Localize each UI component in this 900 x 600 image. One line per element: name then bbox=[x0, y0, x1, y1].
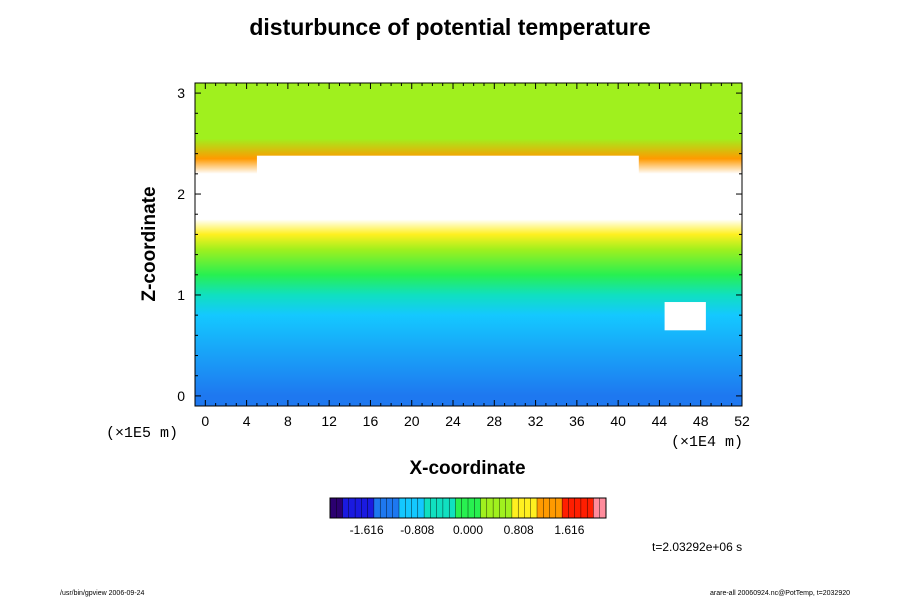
x-axis: 0 4 8 12 16 20 24 28 32 36 40 44 48 52 bbox=[201, 83, 750, 429]
colorbar-segment bbox=[517, 497, 525, 519]
x-tick-label: 24 bbox=[445, 413, 461, 429]
colorbar-segment bbox=[511, 497, 519, 519]
colorbar-segment bbox=[593, 497, 601, 519]
footer-source: arare-all 20060924.nc@PotTemp, t=2032920 bbox=[710, 590, 851, 597]
colorbar-segment bbox=[499, 497, 507, 519]
x-tick-label: 0 bbox=[201, 413, 209, 429]
x-tick-label: 32 bbox=[528, 413, 544, 429]
colorbar-segment bbox=[480, 497, 488, 519]
colorbar-tick-label: 0.000 bbox=[453, 523, 483, 537]
y-tick-label: 0 bbox=[177, 388, 185, 404]
colorbar-segment bbox=[549, 497, 557, 519]
colorbar-segment bbox=[574, 497, 582, 519]
x-tick-label: 12 bbox=[321, 413, 337, 429]
colorbar-segment bbox=[486, 497, 494, 519]
colorbar-segment bbox=[361, 497, 369, 519]
heatmap-field bbox=[195, 83, 742, 406]
colorbar-segment bbox=[336, 497, 344, 519]
x-tick-label: 48 bbox=[693, 413, 709, 429]
colorbar-segment bbox=[329, 497, 337, 519]
colorbar-segment bbox=[455, 497, 463, 519]
colorbar-segment bbox=[586, 497, 594, 519]
saturated-regions bbox=[205, 155, 742, 331]
colorbar-segment bbox=[442, 497, 450, 519]
y-tick-label: 1 bbox=[177, 287, 185, 303]
time-annotation: t=2.03292e+06 s bbox=[652, 540, 743, 554]
colorbar-segment bbox=[467, 497, 475, 519]
colorbar-segment bbox=[367, 497, 375, 519]
colorbar-segment bbox=[530, 497, 538, 519]
colorbar-segment bbox=[354, 497, 362, 519]
colorbar-segment bbox=[423, 497, 431, 519]
x-tick-label: 16 bbox=[363, 413, 379, 429]
colorbar-tick-label: -0.808 bbox=[400, 523, 434, 537]
colorbar-segment bbox=[342, 497, 350, 519]
y-tick-label: 3 bbox=[177, 85, 185, 101]
colorbar-frame bbox=[329, 497, 607, 519]
footer-command: /usr/bin/gpview 2006-09-24 bbox=[60, 590, 145, 597]
y-tick-label: 2 bbox=[177, 186, 185, 202]
x-tick-label: 40 bbox=[610, 413, 626, 429]
x-tick-label: 28 bbox=[487, 413, 503, 429]
heatmap-area bbox=[195, 83, 742, 406]
colorbar-segment bbox=[555, 497, 563, 519]
colorbar-segment bbox=[599, 497, 607, 519]
colorbar-segment bbox=[543, 497, 551, 519]
x-axis-label: X-coordinate bbox=[409, 458, 526, 479]
y-axis: 0 1 2 3 bbox=[177, 85, 742, 404]
colorbar-segment bbox=[386, 497, 394, 519]
x-tick-label: 36 bbox=[569, 413, 585, 429]
colorbar-segment bbox=[568, 497, 576, 519]
colorbar-segment bbox=[580, 497, 588, 519]
saturated-region bbox=[205, 173, 742, 220]
x-tick-label: 20 bbox=[404, 413, 420, 429]
colorbar-segment bbox=[536, 497, 544, 519]
colorbar-segment bbox=[379, 497, 387, 519]
colorbar-segment bbox=[417, 497, 425, 519]
colorbar-segment bbox=[436, 497, 444, 519]
chart-title: disturbunce of potential temperature bbox=[249, 14, 651, 40]
colorbar-segment bbox=[561, 497, 569, 519]
colorbar-segment bbox=[474, 497, 482, 519]
x-tick-label: 52 bbox=[734, 413, 750, 429]
y-axis-label: Z-coordinate bbox=[139, 186, 160, 302]
colorbar: -1.616 -0.808 0.000 0.808 1.616 bbox=[329, 497, 607, 537]
x-tick-label: 44 bbox=[652, 413, 668, 429]
x-tick-label: 4 bbox=[243, 413, 251, 429]
colorbar-segment bbox=[430, 497, 438, 519]
plot-frame bbox=[194, 82, 743, 407]
saturated-region bbox=[256, 155, 639, 174]
colorbar-tick-label: -1.616 bbox=[350, 523, 384, 537]
colorbar-segment bbox=[461, 497, 469, 519]
colorbar-segment bbox=[411, 497, 419, 519]
colorbar-tick-label: 0.808 bbox=[504, 523, 534, 537]
colorbar-segment bbox=[492, 497, 500, 519]
colorbar-segment bbox=[398, 497, 406, 519]
y-scale-label: (×1E5 m) bbox=[106, 425, 179, 442]
colorbar-segment bbox=[405, 497, 413, 519]
colorbar-segment bbox=[392, 497, 400, 519]
colorbar-segment bbox=[524, 497, 532, 519]
x-scale-label: (×1E4 m) bbox=[671, 434, 744, 451]
x-tick-label: 8 bbox=[284, 413, 292, 429]
saturated-region bbox=[664, 302, 706, 331]
colorbar-segment bbox=[505, 497, 513, 519]
colorbar-tick-label: 1.616 bbox=[554, 523, 584, 537]
colorbar-segment bbox=[448, 497, 456, 519]
colorbar-segment bbox=[373, 497, 381, 519]
colorbar-segment bbox=[348, 497, 356, 519]
